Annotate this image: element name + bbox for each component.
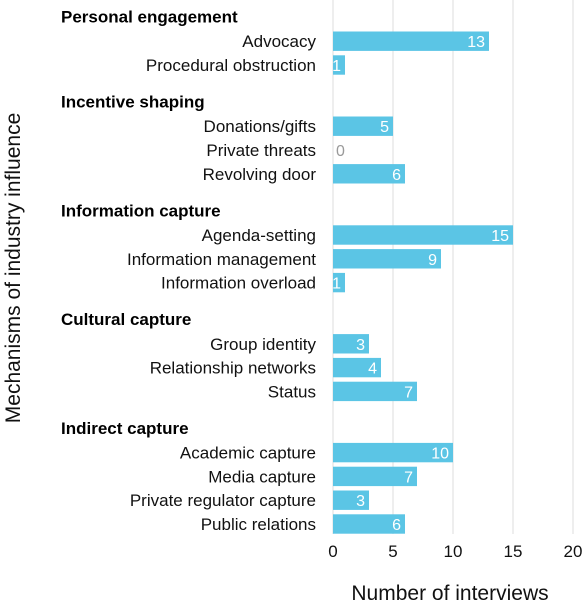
bar-media-capture [333,466,417,487]
value-label-private-threats: 0 [336,143,345,160]
y-axis-label: Mechanisms of industry influence [2,113,25,423]
bar-agenda-setting [333,225,513,245]
x-axis-label: Number of interviews [351,582,548,605]
bar-revolving-door [333,164,405,184]
value-label-public-relations: 6 [392,517,401,534]
category-label-procedural-obstruction: Procedural obstruction [146,56,316,75]
bar-advocacy [333,31,489,51]
bar-group-identity [333,334,369,354]
value-label-status: 7 [404,384,413,401]
category-label-media-capture: Media capture [208,467,316,486]
bar-academic-capture [333,442,453,463]
x-tick-10: 10 [444,542,463,561]
x-tick-5: 5 [388,542,397,561]
group-label-information-capture: Information capture [61,201,221,220]
group-label-incentive-shaping: Incentive shaping [61,93,205,112]
value-label-information-management: 9 [428,252,437,269]
value-label-group-identity: 3 [356,337,365,354]
bar-donations-gifts [333,116,393,136]
group-label-cultural-capture: Cultural capture [61,310,191,329]
bar-public-relations [333,514,405,534]
bar-private-regulator-capture [333,490,369,510]
group-label-personal-engagement: Personal engagement [61,8,238,27]
bar-relationship-networks [333,357,381,378]
value-label-procedural-obstruction: 1 [332,58,341,75]
category-label-public-relations: Public relations [201,515,316,534]
value-label-agenda-setting: 15 [491,228,509,245]
category-label-academic-capture: Academic capture [180,444,316,463]
category-label-group-identity: Group identity [210,335,316,354]
category-label-relationship-networks: Relationship networks [150,359,316,378]
value-label-academic-capture: 10 [431,446,449,463]
x-tick-0: 0 [328,542,337,561]
bar-procedural-obstruction [333,55,345,75]
category-label-private-regulator-capture: Private regulator capture [130,491,316,510]
value-label-donations-gifts: 5 [380,119,389,136]
category-label-donations-gifts: Donations/gifts [204,117,316,136]
group-label-indirect-capture: Indirect capture [61,419,189,438]
bar-information-management [333,249,441,269]
value-label-advocacy: 13 [467,34,485,51]
category-label-information-overload: Information overload [161,274,316,293]
value-label-private-regulator-capture: 3 [356,493,365,510]
category-label-information-management: Information management [127,250,316,269]
x-tick-20: 20 [564,542,582,561]
bar-status [333,381,417,402]
x-tick-labels: 0 5 10 15 20 [328,542,582,561]
category-label-advocacy: Advocacy [242,32,316,51]
value-label-media-capture: 7 [404,469,413,486]
x-tick-15: 15 [504,542,523,561]
value-label-information-overload: 1 [332,276,341,293]
value-label-relationship-networks: 4 [368,361,377,378]
category-label-agenda-setting: Agenda-setting [202,226,316,245]
bar-information-overload [333,272,345,293]
value-label-revolving-door: 6 [392,167,401,184]
category-label-revolving-door: Revolving door [203,165,317,184]
category-label-status: Status [268,382,316,401]
category-label-private-threats: Private threats [206,141,316,160]
